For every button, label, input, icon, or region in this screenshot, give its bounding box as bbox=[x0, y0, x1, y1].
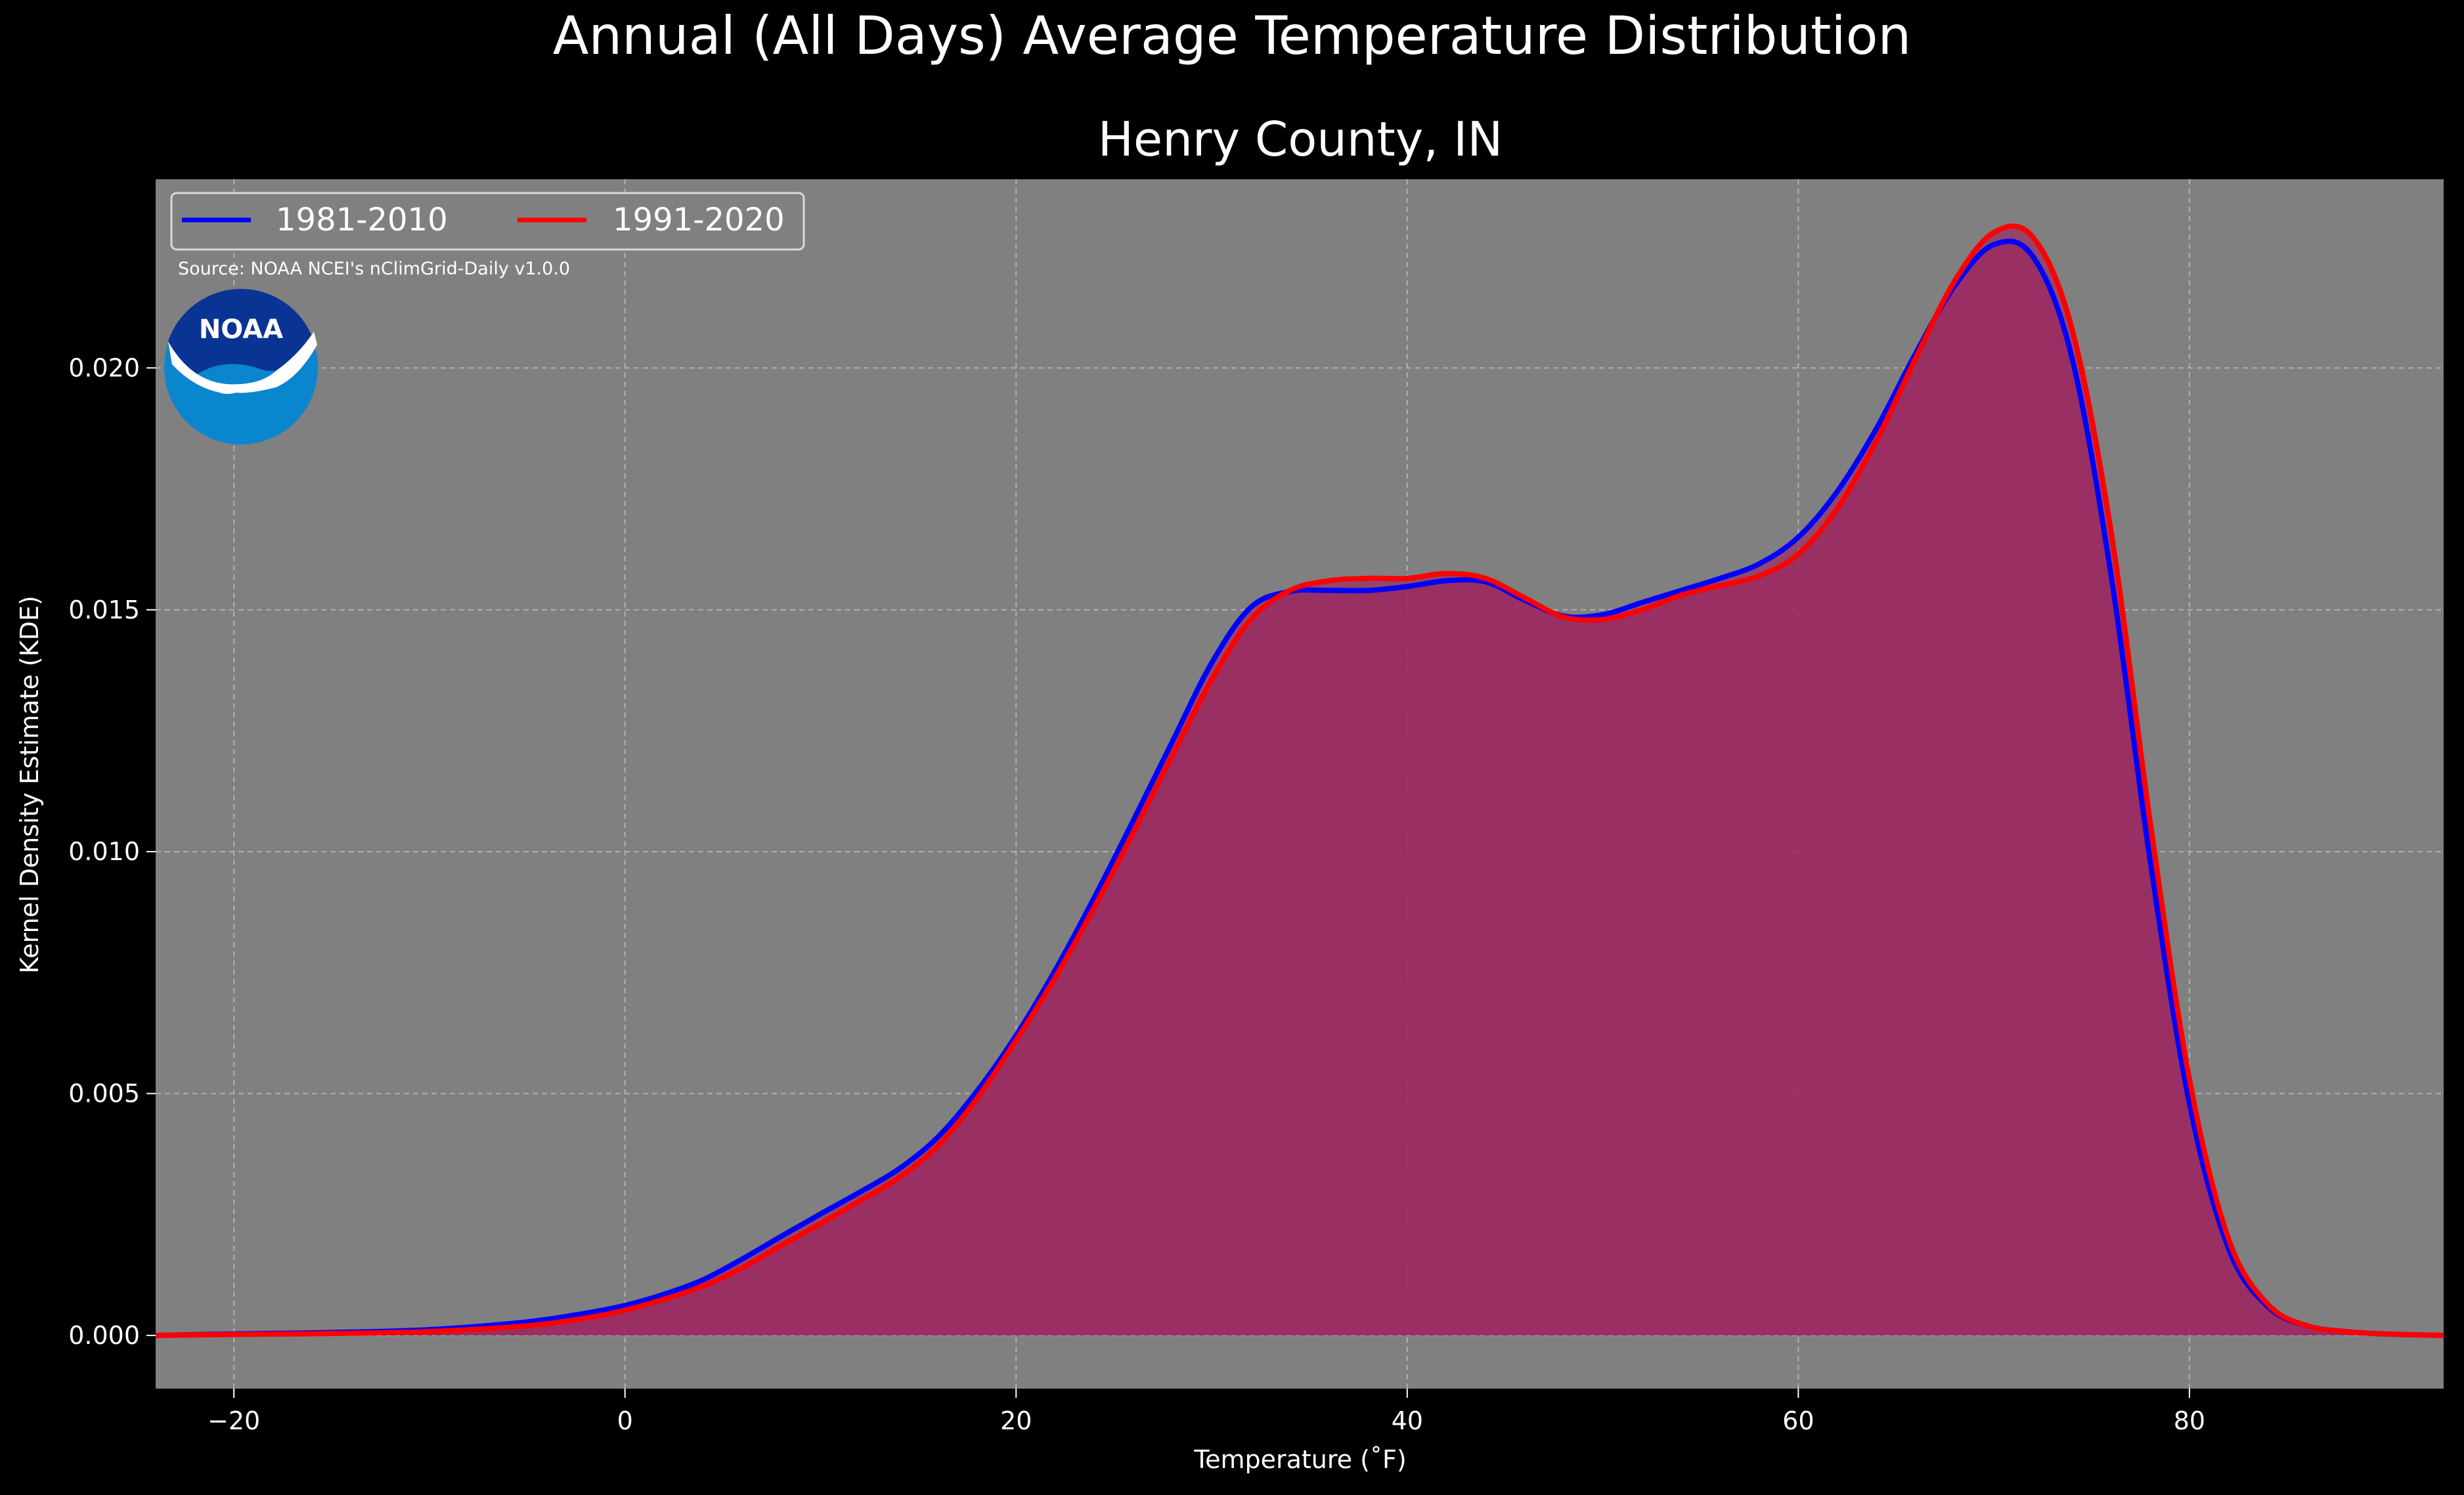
x-tick-label-2: 20 bbox=[1000, 1406, 1032, 1435]
x-tick-label-3: 40 bbox=[1392, 1406, 1423, 1435]
y-tick-label-4: 0.020 bbox=[68, 353, 140, 382]
x-tick-label-4: 60 bbox=[1782, 1406, 1814, 1435]
series-line-1991-2020 bbox=[156, 223, 2444, 1338]
y-tick-label-1: 0.005 bbox=[68, 1079, 140, 1108]
series-line-1981-2010 bbox=[156, 238, 2444, 1338]
y-axis-label: Kernel Density Estimate (KDE) bbox=[15, 596, 44, 974]
plot-content bbox=[156, 223, 2444, 1338]
noaa-logo-text: NOAA bbox=[199, 314, 283, 345]
x-tick-label-5: 80 bbox=[2174, 1406, 2205, 1435]
chart-title: Annual (All Days) Average Temperature Di… bbox=[553, 5, 1911, 66]
series-fill-1991-2020 bbox=[156, 226, 2444, 1335]
legend: 1981-2010 1991-2020 bbox=[170, 192, 805, 251]
x-axis: −20 0 20 40 60 80 bbox=[208, 1389, 2205, 1435]
noaa-logo-bird bbox=[168, 332, 317, 394]
legend-box bbox=[170, 192, 805, 251]
legend-label-1981-2010: 1981-2010 bbox=[276, 202, 448, 238]
x-tick-label-0: −20 bbox=[208, 1406, 260, 1435]
x-axis-label: Temperature (˚F) bbox=[1193, 1445, 1406, 1474]
noaa-logo-top bbox=[168, 288, 314, 374]
legend-label-1991-2020: 1991-2020 bbox=[613, 202, 785, 238]
y-tick-label-2: 0.010 bbox=[68, 837, 140, 866]
source-note: Source: NOAA NCEI's nClimGrid-Daily v1.0… bbox=[178, 259, 570, 279]
y-axis: 0.000 0.005 0.010 0.015 0.020 bbox=[68, 353, 156, 1350]
x-tick-label-1: 0 bbox=[617, 1406, 633, 1435]
noaa-logo: NOAA bbox=[164, 288, 318, 444]
y-tick-label-0: 0.000 bbox=[68, 1321, 140, 1350]
y-tick-label-3: 0.015 bbox=[68, 596, 140, 624]
series-layer bbox=[156, 223, 2444, 1338]
chart-subtitle: Henry County, IN bbox=[1098, 112, 1503, 167]
